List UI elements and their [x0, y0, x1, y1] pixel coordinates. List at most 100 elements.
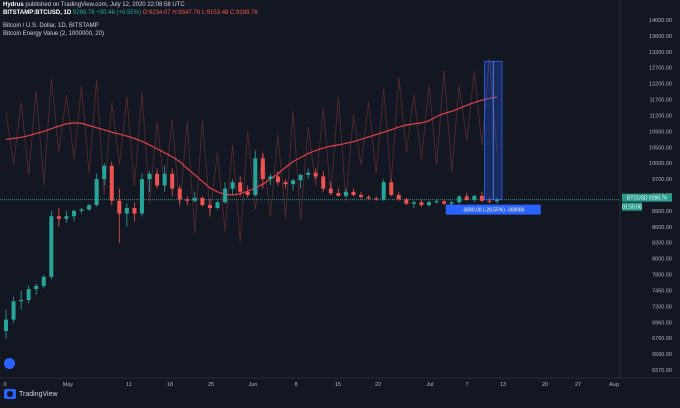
x-tick-label: 11	[126, 382, 132, 388]
x-tick-label: 7	[465, 382, 468, 388]
x-tick-label: 27	[575, 382, 581, 388]
ohlc-values: O:9234.07 H:9347.76 L:9153.48 C:9288.76	[142, 10, 258, 16]
y-tick-label: 6560.00	[652, 352, 672, 358]
y-tick-label: 14000.00	[649, 18, 672, 24]
candle-body	[71, 210, 76, 217]
y-tick-label: 13600.00	[649, 34, 672, 40]
x-tick-label: May	[63, 382, 74, 388]
countdown-label: 01:55:06	[622, 205, 642, 211]
candle-body	[102, 165, 107, 180]
last-price: 9288.76	[72, 10, 95, 16]
candle-body	[306, 172, 311, 175]
y-tick-label: 12200.00	[649, 82, 672, 88]
candle-body	[464, 196, 469, 200]
candle-body	[411, 202, 416, 204]
y-tick-label: 7450.00	[652, 288, 672, 294]
y-tick-label: 8900.00	[652, 209, 672, 215]
candle-body	[200, 197, 205, 206]
measure-label: -3680.00 (-28.55%) -368086	[462, 208, 525, 214]
brand-name: TradingView	[19, 390, 58, 398]
x-tick-label: 22	[375, 382, 381, 388]
y-tick-label: 6370.00	[652, 368, 672, 374]
candle-body	[19, 300, 24, 302]
candle-body	[223, 188, 228, 203]
energy-raw-line	[5, 57, 498, 242]
candle-body	[192, 197, 197, 201]
candle-body	[41, 276, 46, 286]
y-tick-label: 11200.00	[649, 113, 672, 119]
y-tick-label: 8200.00	[652, 241, 672, 247]
candle-body	[389, 182, 394, 195]
y-tick-label: 7800.00	[652, 273, 672, 279]
series-title: Bitcoin / U.S. Dollar, 1D, BITSTAMP	[3, 23, 99, 29]
candle-body	[34, 285, 39, 290]
candle-body	[359, 195, 364, 198]
candle-body	[479, 195, 484, 201]
candle-body	[109, 165, 114, 201]
candle-body	[336, 193, 341, 196]
candle-body	[396, 195, 401, 200]
publish-line: Hydrus published on TradingView.com, Jul…	[3, 1, 185, 9]
candle-body	[313, 172, 318, 177]
candle-body	[124, 208, 129, 214]
published-text: published on TradingView.com, July 12, 2…	[25, 2, 185, 8]
candle-body	[147, 173, 152, 180]
x-tick-label: 8	[294, 382, 297, 388]
candle-body	[419, 202, 424, 206]
y-tick-label: 8000.00	[652, 257, 672, 263]
publisher-name: Hydrus	[3, 2, 24, 8]
time-label-bg	[622, 202, 642, 211]
candle-body	[260, 158, 265, 180]
candle-body	[427, 202, 432, 206]
x-tick-label: Jun	[249, 382, 258, 388]
candle-body	[291, 180, 296, 185]
candle-body	[283, 182, 288, 185]
candle-body	[321, 176, 326, 189]
candle-body	[381, 182, 386, 200]
candle-body	[472, 195, 477, 200]
tradingview-logo[interactable]: TradingView	[4, 388, 58, 400]
candle-body	[49, 216, 54, 277]
price-axis-label: BTCUSD 9288.76	[627, 196, 667, 202]
candle-body	[275, 176, 280, 183]
price-label-bg	[622, 193, 672, 202]
x-tick-label: Jul	[426, 382, 433, 388]
candle-body	[449, 202, 454, 204]
y-tick-label: 10000.00	[649, 161, 672, 167]
y-tick-label: 13200.00	[649, 50, 672, 56]
candle-body	[64, 216, 69, 219]
candle-body	[487, 200, 492, 202]
candle-body	[434, 201, 439, 203]
candle-body	[298, 174, 303, 181]
candle-body	[117, 200, 122, 214]
x-tick-label: 25	[208, 382, 214, 388]
price-change: +50.46 (+0.55%)	[96, 10, 141, 16]
candle-body	[177, 188, 182, 200]
y-tick-label: 10900.00	[649, 129, 672, 135]
candle-body	[457, 196, 462, 203]
symbol-line: BITSTAMP:BTCUSD, 1D 9288.76 +50.46 (+0.5…	[3, 9, 258, 17]
candle-body	[442, 201, 447, 204]
y-tick-label: 6760.00	[652, 336, 672, 342]
candle-body	[374, 198, 379, 200]
candle-body	[215, 202, 220, 209]
candle-body	[56, 216, 61, 219]
y-tick-label: 12700.00	[649, 66, 672, 72]
candle-body	[87, 205, 92, 210]
candle-body	[207, 205, 212, 209]
x-tick-label: 13	[500, 382, 506, 388]
candle-body	[26, 289, 31, 300]
y-tick-label: 8600.00	[652, 225, 672, 231]
energy-value-line	[5, 96, 498, 196]
navigation-button[interactable]	[4, 358, 15, 369]
candle-body	[238, 182, 243, 192]
candle-body	[495, 199, 499, 202]
y-tick-label: 9700.00	[652, 177, 672, 183]
candle-body	[162, 173, 167, 186]
candle-body	[328, 188, 333, 194]
candle-body	[170, 173, 175, 189]
symbol-name: BITSTAMP:BTCUSD, 1D	[3, 10, 72, 16]
candle-body	[366, 197, 371, 199]
